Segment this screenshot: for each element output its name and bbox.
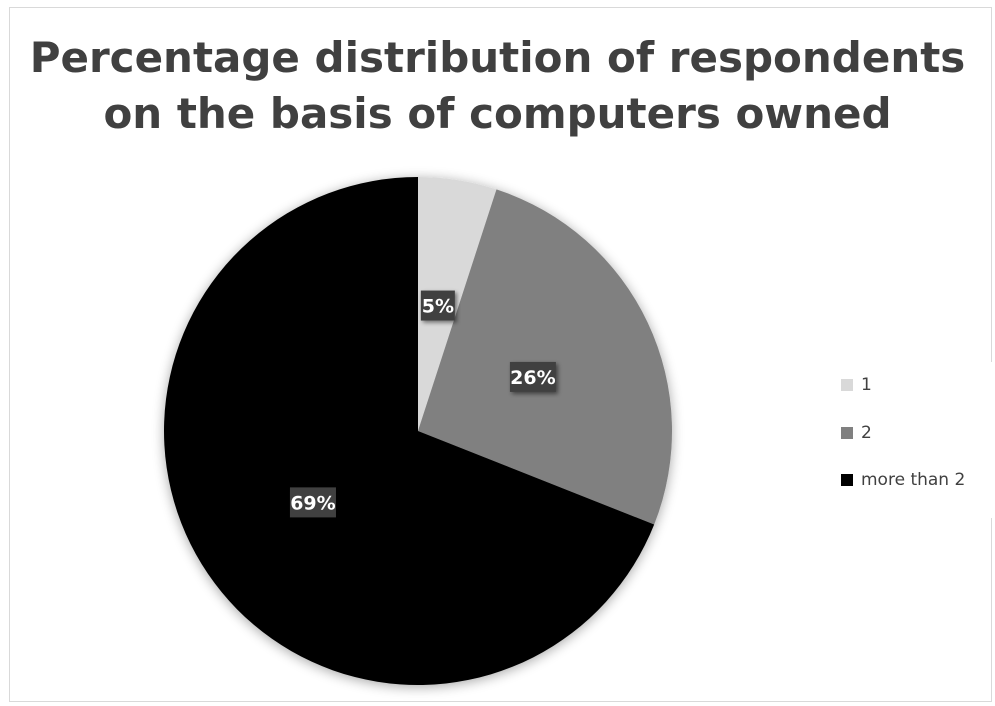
data-label-more-than-2: 69% [289,487,336,518]
data-label-1: 5% [420,290,455,321]
legend-item-2: 2 [841,421,872,445]
chart-title-line-1: Percentage distribution of respondents [29,33,966,82]
legend-label-2: 2 [861,423,872,443]
data-label-box-2 [509,361,556,392]
chart-legend: 1 2 more than 2 [826,362,992,518]
legend-item-3: more than 2 [841,468,965,492]
data-label-text-1: 5% [422,296,454,318]
chart-title: Percentage distribution of respondents o… [0,30,995,142]
pie-slice-more-than-2 [164,177,655,685]
pie-slice-2 [418,189,672,525]
legend-label-3: more than 2 [861,470,966,490]
data-label-text-more-than-2: 69% [290,492,335,514]
data-label-box-more-than-2 [289,487,336,518]
legend-swatch-3 [841,474,853,486]
legend-swatch-2 [841,427,853,439]
chart-title-line-2: on the basis of computers owned [103,89,892,138]
pie-slice-1 [418,177,497,431]
legend-item-1: 1 [841,373,872,397]
legend-swatch-1 [841,379,853,391]
legend-label-1: 1 [861,375,872,395]
data-label-2: 26% [509,361,556,392]
data-label-text-2: 26% [510,367,555,389]
data-label-box-1 [420,290,455,321]
